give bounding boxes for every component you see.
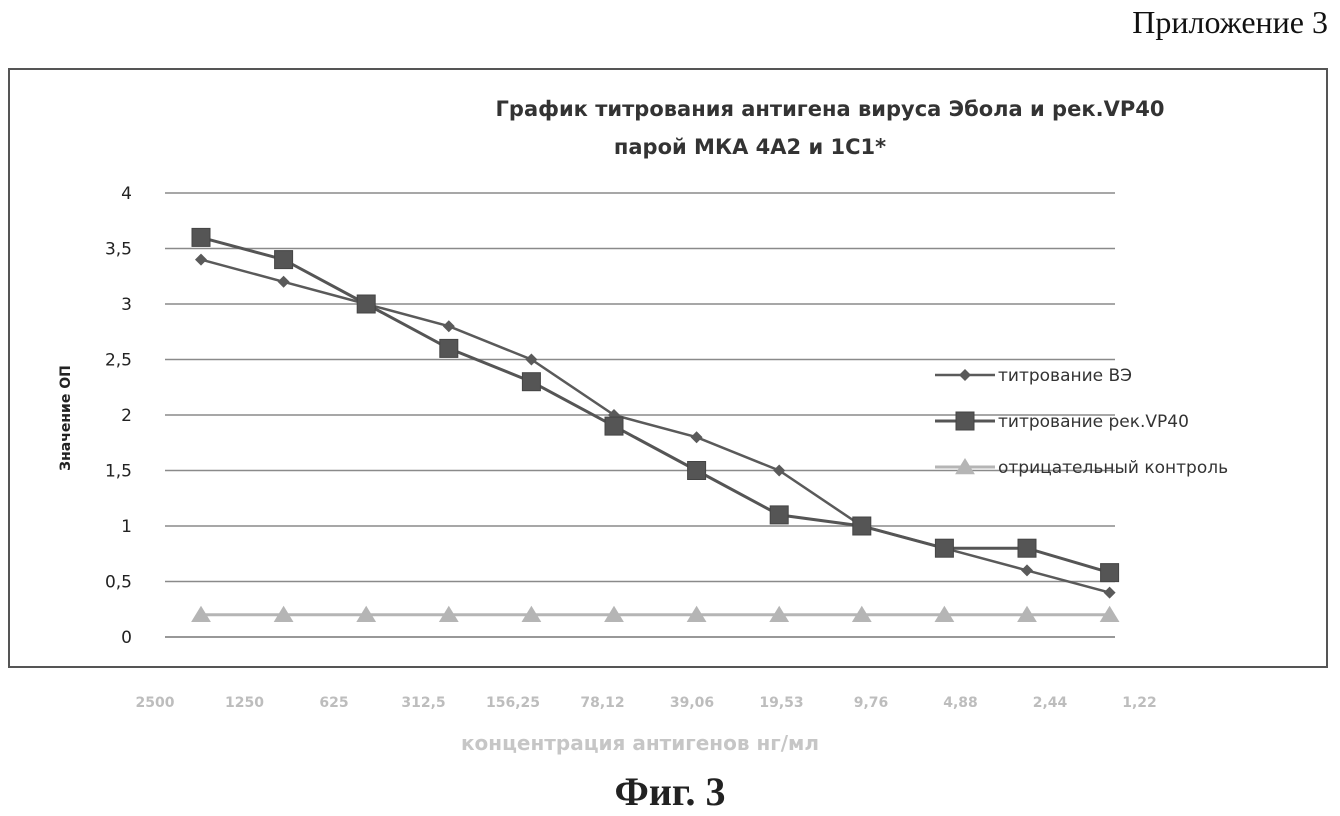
- legend-label: отрицательный контроль: [998, 458, 1228, 478]
- y-tick-label: 0,5: [105, 573, 132, 593]
- legend-marker: [959, 369, 971, 381]
- series-2: [192, 228, 1119, 581]
- data-point: [440, 339, 458, 357]
- data-point: [195, 254, 207, 266]
- x-tick-label: 78,12: [580, 695, 624, 711]
- x-tick-label: 4,88: [943, 695, 978, 711]
- x-tick-label: 1250: [225, 695, 264, 711]
- x-tick-label: 2500: [136, 695, 175, 711]
- data-point: [853, 517, 871, 535]
- data-point: [605, 417, 623, 435]
- legend-marker: [956, 412, 974, 430]
- y-tick-label: 1: [121, 517, 132, 537]
- y-tick-label: 0: [121, 628, 132, 648]
- data-point: [357, 295, 375, 313]
- x-tick-label: 1,22: [1122, 695, 1157, 711]
- y-tick-label: 2,5: [105, 351, 132, 371]
- legend-label: титрование рек.VP40: [998, 412, 1189, 432]
- legend: титрование ВЭ титрование рек.VP40 отрицате…: [935, 366, 1228, 478]
- data-point: [691, 431, 703, 443]
- data-point: [1104, 587, 1116, 599]
- y-axis-label: Значение ОП: [58, 365, 74, 471]
- y-tick-label: 3,5: [105, 240, 132, 260]
- data-point: [192, 228, 210, 246]
- x-tick-label: 39,06: [670, 695, 714, 711]
- data-point: [275, 251, 293, 269]
- data-point: [688, 462, 706, 480]
- data-point: [1018, 539, 1036, 557]
- series-line: [201, 237, 1110, 572]
- x-axis-label: концентрация антигенов нг/мл: [461, 731, 819, 755]
- figure-caption: Фиг. 3: [0, 768, 1340, 815]
- x-tick-label: 625: [319, 695, 348, 711]
- data-point: [443, 320, 455, 332]
- data-point: [278, 276, 290, 288]
- y-tick-label: 4: [121, 184, 132, 204]
- chart-title-line-2: парой МКА 4А2 и 1С1*: [614, 135, 886, 159]
- data-point: [935, 539, 953, 557]
- x-tick-label: 9,76: [854, 695, 889, 711]
- y-tick-label: 1,5: [105, 462, 132, 482]
- chart-title-line-1: График титрования антигена вируса Эбола …: [496, 97, 1165, 121]
- legend-label: титрование ВЭ: [998, 366, 1132, 386]
- x-tick-label: 156,25: [486, 695, 540, 711]
- y-tick-label: 3: [121, 295, 132, 315]
- x-tick-label: 19,53: [759, 695, 803, 711]
- data-point: [1101, 564, 1119, 582]
- x-tick-label: 2,44: [1033, 695, 1068, 711]
- series-3: [191, 606, 1119, 622]
- data-point: [522, 373, 540, 391]
- data-point: [1021, 564, 1033, 576]
- data-point: [770, 506, 788, 524]
- y-tick-label: 2: [121, 406, 132, 426]
- x-tick-label: 312,5: [401, 695, 445, 711]
